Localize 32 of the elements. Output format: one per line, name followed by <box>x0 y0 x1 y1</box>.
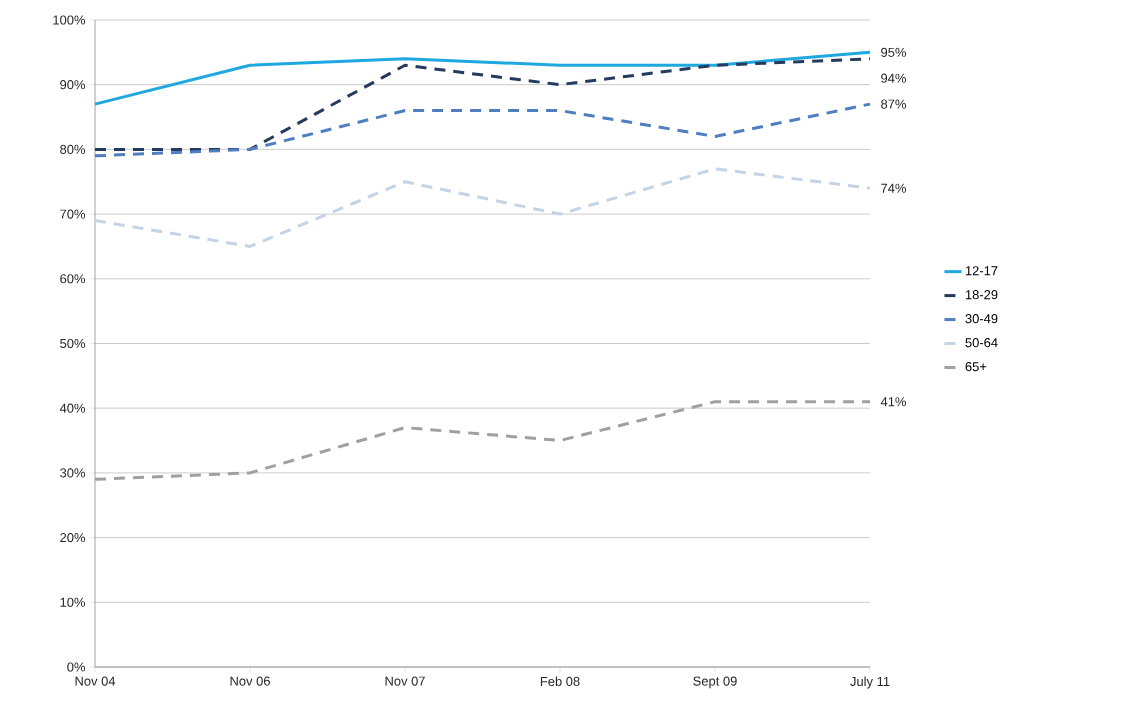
y-tick-label: 20% <box>60 532 86 543</box>
x-tick-label: Nov 06 <box>230 676 270 686</box>
y-tick-label: 70% <box>60 209 86 219</box>
x-tick-label: July 11 <box>850 676 890 689</box>
y-tick-label: 30% <box>60 468 86 478</box>
y-tick-label: 40% <box>59 403 86 413</box>
line-series <box>93 167 872 248</box>
line-series <box>93 50 872 106</box>
legend-label: 50-64 <box>965 338 998 348</box>
data-label: 87% <box>881 99 906 109</box>
legend-label: 65+ <box>965 362 987 372</box>
y-tick-label: 90% <box>60 80 86 90</box>
y-tick-label: 80% <box>60 144 86 154</box>
data-label: 74% <box>881 183 906 193</box>
data-label: 95% <box>881 47 906 57</box>
legend-label: 18-29 <box>965 290 998 300</box>
line-series <box>93 102 872 158</box>
data-label: 41% <box>880 397 906 407</box>
x-tick-label: Nov 04 <box>75 676 116 686</box>
x-tick-label: Nov 07 <box>385 676 425 686</box>
line-series <box>93 57 872 151</box>
line-series <box>93 400 872 481</box>
y-tick-label: 10% <box>60 597 86 607</box>
y-tick-label: 60% <box>60 274 86 284</box>
legend-label: 30-49 <box>965 314 998 324</box>
x-tick-label: Sept 09 <box>693 676 737 689</box>
y-tick-label: 100% <box>53 15 86 25</box>
data-label: 94% <box>881 73 906 83</box>
y-tick-label: 50% <box>60 338 86 349</box>
y-tick-label: 0% <box>67 662 86 672</box>
legend-label: 12-17 <box>965 266 998 276</box>
x-tick-label: Feb 08 <box>540 676 580 687</box>
